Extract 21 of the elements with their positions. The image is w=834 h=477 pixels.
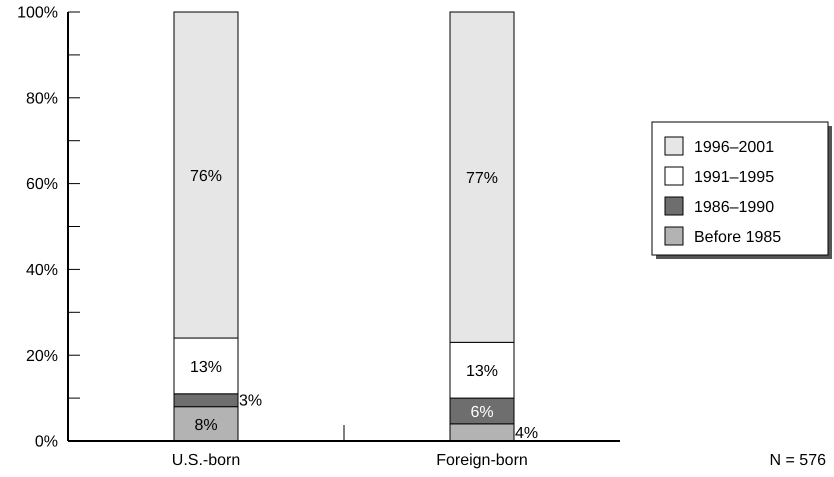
y-tick-label: 40% bbox=[26, 262, 58, 279]
y-tick-label: 0% bbox=[34, 434, 58, 451]
data-label: 4% bbox=[515, 424, 538, 442]
y-tick-label: 80% bbox=[26, 90, 58, 108]
legend-label: 1986–1990 bbox=[694, 199, 774, 216]
y-tick-label: 20% bbox=[26, 348, 58, 365]
y-tick-label: 100% bbox=[17, 4, 58, 22]
text: N = 576 bbox=[770, 452, 826, 469]
x-tick-label: U.S.-born bbox=[172, 452, 240, 469]
data-label: 6% bbox=[470, 404, 494, 421]
y-tick-label: 60% bbox=[26, 176, 58, 194]
data-label: 8% bbox=[194, 416, 218, 434]
x-tick-label: Foreign-born bbox=[436, 452, 528, 469]
data-label: 13% bbox=[190, 358, 222, 376]
data-label: 13% bbox=[466, 363, 498, 380]
data-label: 76% bbox=[190, 168, 222, 186]
legend-label: 1996–2001 bbox=[694, 139, 774, 156]
data-label: 3% bbox=[239, 392, 262, 410]
data-label: 77% bbox=[466, 170, 498, 188]
legend-label: 1991–1995 bbox=[694, 169, 774, 186]
legend-label: Before 1985 bbox=[694, 229, 782, 246]
